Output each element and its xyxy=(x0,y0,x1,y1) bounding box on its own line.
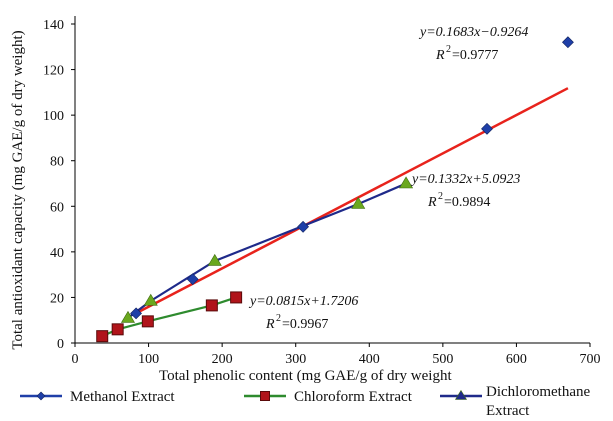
dichloromethane-extract-point xyxy=(143,293,158,306)
dichloromethane-extract-equation: y=0.1332x+5.0923 xyxy=(410,172,520,187)
r-symbol: R xyxy=(265,317,275,332)
x-axis-title: Total phenolic content (mg GAE/g of dry … xyxy=(159,368,452,384)
y-tick-label: 120 xyxy=(43,64,64,79)
y-tick-label: 40 xyxy=(50,246,64,261)
legend-label-line1: Dichloromethane xyxy=(486,384,590,400)
legend-item-0: Methanol Extract xyxy=(20,389,175,405)
methanol-extract-trend-line xyxy=(135,87,569,315)
x-tick-label: 300 xyxy=(285,352,306,367)
y-axis-title: Total antioxidant capacity (mg GAE/g of … xyxy=(10,30,26,349)
r-superscript: 2 xyxy=(446,44,451,55)
legend: Methanol Extract Chloroform Extract Dichlo… xyxy=(20,384,590,419)
methanol-extract-point xyxy=(481,122,493,135)
dichloromethane-extract-r2-value: =0.9894 xyxy=(444,195,490,210)
chloroform-extract-point xyxy=(111,323,124,336)
y-tick-label: 0 xyxy=(57,337,64,352)
x-tick-label: 0 xyxy=(72,352,79,367)
methanol-extract-point xyxy=(297,220,309,233)
r-superscript: 2 xyxy=(438,191,443,202)
chloroform-extract-r-squared: R 2 =0.9967 xyxy=(265,313,328,332)
legend-marker xyxy=(260,391,270,401)
methanol-extract-r-squared: R 2 =0.9777 xyxy=(435,44,498,63)
legend-item-2: Dichloromethane Extract xyxy=(440,384,590,419)
dichloromethane-extract-point xyxy=(120,310,135,323)
y-tick-label: 20 xyxy=(50,291,64,306)
chloroform-extract-point xyxy=(96,330,109,343)
methanol-extract-r2-value: =0.9777 xyxy=(452,48,498,63)
legend-marker xyxy=(36,391,46,401)
methanol-extract-point xyxy=(562,36,574,49)
x-tick-label: 100 xyxy=(138,352,159,367)
y-tick-label: 140 xyxy=(43,18,64,33)
data-marks xyxy=(96,36,574,343)
y-tick-label: 100 xyxy=(43,109,64,124)
methanol-extract-point xyxy=(130,307,142,320)
x-tick-label: 600 xyxy=(506,352,527,367)
chloroform-extract-equation: y=0.0815x+1.7206 xyxy=(248,294,358,309)
x-tick-label: 500 xyxy=(432,352,453,367)
dichloromethane-extract-r-squared: R 2 =0.9894 xyxy=(427,191,490,210)
y-tick-label: 60 xyxy=(50,200,64,215)
dichloromethane-extract-point xyxy=(399,176,414,189)
legend-marker xyxy=(454,389,468,400)
legend-label-line2: Extract xyxy=(486,403,530,419)
r-superscript: 2 xyxy=(276,313,281,324)
r-symbol: R xyxy=(427,195,437,210)
methanol-extract-equation: y=0.1683x−0.9264 xyxy=(418,25,528,40)
chloroform-extract-point xyxy=(205,299,218,312)
methanol-extract-point xyxy=(186,273,199,286)
dichloromethane-extract-point xyxy=(207,253,222,266)
legend-label: Methanol Extract xyxy=(70,389,175,405)
dichloromethane-extract-point xyxy=(351,196,366,209)
x-tick-label: 400 xyxy=(359,352,380,367)
r-symbol: R xyxy=(435,48,445,63)
legend-item-1: Chloroform Extract xyxy=(244,389,413,405)
chloroform-extract-point xyxy=(230,291,243,304)
axes: 0 100 200 300 400 500 600 700 0 20 40 60 80 100 120 140… xyxy=(10,16,601,384)
y-tick-label: 80 xyxy=(50,155,64,170)
chloroform-extract-point xyxy=(141,315,154,328)
x-tick-label: 700 xyxy=(580,352,601,367)
x-tick-label: 200 xyxy=(212,352,233,367)
legend-label: Chloroform Extract xyxy=(294,389,413,405)
chloroform-extract-r2-value: =0.9967 xyxy=(282,317,328,332)
